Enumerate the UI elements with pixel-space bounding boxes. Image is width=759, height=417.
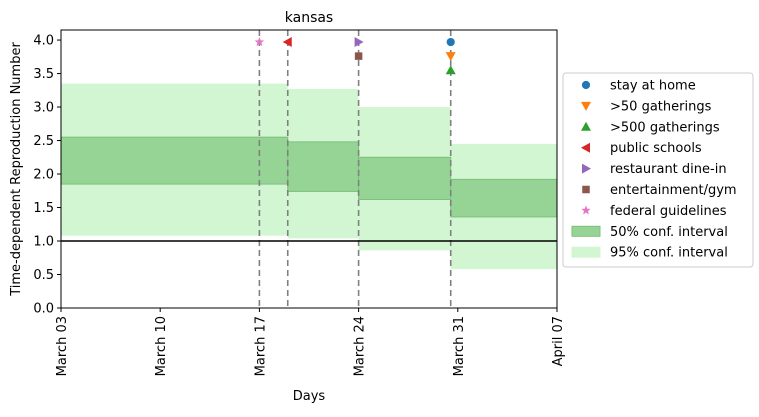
legend-box xyxy=(562,72,754,268)
legend-label: entertainment/gym xyxy=(610,183,737,198)
legend-label: restaurant dine-in xyxy=(610,162,727,177)
y-tick-label: 3.5 xyxy=(33,67,54,82)
axes: 0.0 0.5 1.0 1.5 2.0 2.5 3.0 3.5 4.0 March 03 March… xyxy=(33,29,566,376)
legend-marker-6 xyxy=(582,185,590,194)
legend-marker-1 xyxy=(581,80,591,90)
confidence-bands xyxy=(60,83,558,270)
legend-label: >50 gatherings xyxy=(610,99,712,114)
plot-frame xyxy=(60,29,558,309)
ci50-band-4 xyxy=(450,178,558,218)
legend-marker-3 xyxy=(581,121,591,131)
legend-marker-7 xyxy=(581,205,591,215)
y-tick-label: 3.0 xyxy=(33,101,54,116)
marker-restaurant-dine-in xyxy=(354,37,364,48)
x-tick-label: March 03 xyxy=(55,316,70,376)
y-tick-label: 1.0 xyxy=(33,235,54,250)
marker-50-gatherings xyxy=(445,52,456,62)
legend-label: public schools xyxy=(610,141,702,156)
intervention-markers xyxy=(254,37,456,75)
marker-stay-at-home xyxy=(446,37,455,47)
legend-marker-4 xyxy=(581,142,590,153)
y-tick-label: 2.0 xyxy=(33,168,54,183)
legend-marker-9 xyxy=(571,246,601,258)
y-tick-label: 0.5 xyxy=(33,268,54,283)
y-axis-label: Time-dependent Reproduction Number xyxy=(9,42,24,297)
legend-label: >500 gatherings xyxy=(610,120,720,135)
marker-500-gatherings xyxy=(445,65,456,75)
x-tick-label: March 10 xyxy=(154,316,169,376)
legend-label: stay at home xyxy=(610,79,696,94)
intervention-lines xyxy=(258,30,452,308)
legend-marker-2 xyxy=(581,101,591,111)
y-tick-label: 4.0 xyxy=(33,34,54,49)
y-tick-label: 2.5 xyxy=(33,134,54,149)
marker-public-schools xyxy=(282,37,292,48)
x-tick-label: March 31 xyxy=(452,316,467,376)
legend-marker-8 xyxy=(571,225,601,237)
ci50-band-1 xyxy=(60,136,289,185)
x-axis-label: Days xyxy=(293,389,326,404)
legend-marker-5 xyxy=(582,163,591,174)
legend-label: 95% conf. interval xyxy=(610,246,728,261)
chart-title: kansas xyxy=(285,10,333,26)
ci50-band-2 xyxy=(287,141,360,192)
legend-label: federal guidelines xyxy=(610,204,727,219)
legend-label: 50% conf. interval xyxy=(610,225,728,240)
marker-federal-guidelines xyxy=(254,37,265,47)
y-tick-label: 1.5 xyxy=(33,201,54,216)
x-tick-label: March 24 xyxy=(353,316,368,376)
marker-entertainment-gym xyxy=(354,52,363,60)
x-tick-label: April 07 xyxy=(551,316,566,366)
y-tick-label: 0.0 xyxy=(33,302,54,317)
x-tick-label: March 17 xyxy=(253,316,268,376)
ci50-band-3 xyxy=(358,156,452,200)
legend: stay at home >50 gatherings >500 gathering… xyxy=(562,72,754,268)
